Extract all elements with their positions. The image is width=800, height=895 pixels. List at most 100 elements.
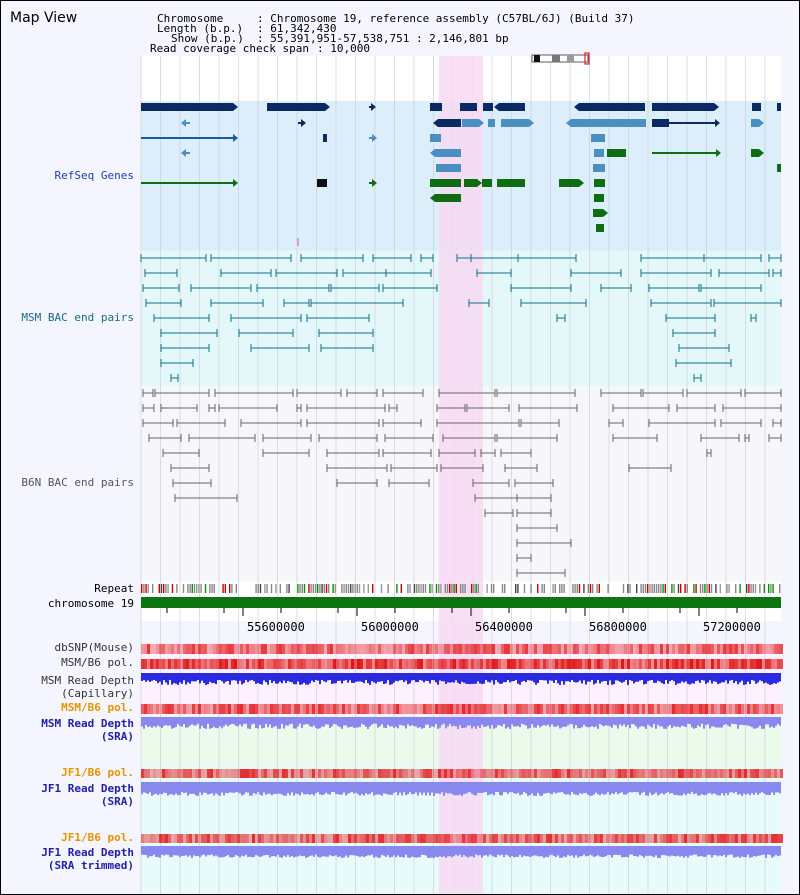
msm-sra-depth-bar (755, 717, 757, 729)
jf1-pol-cell (576, 769, 579, 778)
track-label-msm-pol[interactable]: MSM/B6 pol. (61, 656, 134, 669)
gene-feature (435, 149, 461, 157)
msm-pol-cell (612, 659, 615, 669)
jf1-pol-cell (321, 769, 324, 778)
msm-pol-cell (519, 659, 522, 669)
gene-strand-arrow (325, 103, 330, 111)
track-label-jf1-depth-trimmed[interactable]: JF1 Read Depth (SRA trimmed) (41, 846, 134, 872)
repeat-element (321, 584, 323, 593)
gene-feature (751, 119, 759, 127)
track-label-msm-pol-2[interactable]: MSM/B6 pol. (61, 701, 134, 714)
msm-pol-cell (414, 704, 417, 714)
jf1-pol-cell (585, 834, 588, 843)
jf1-pol-cell (630, 834, 633, 843)
jf1-pol-cell (723, 834, 726, 843)
jf1-pol-cell (279, 769, 282, 778)
track-label-dbsnp[interactable]: dbSNP(Mouse) (54, 641, 134, 654)
jf1-pol-cell (225, 834, 228, 843)
snp-density-cell (648, 644, 651, 654)
jf1-sra-depth-bar (215, 782, 217, 794)
repeat-element (229, 584, 231, 593)
jf1-pol-cell (666, 834, 669, 843)
track-label-jf1-pol-2[interactable]: JF1/B6 pol. (61, 831, 134, 844)
track-label-refseq[interactable]: RefSeq Genes (54, 169, 134, 182)
msm-pol-cell (771, 704, 774, 714)
jf1-sra-depth-bar (589, 782, 591, 796)
jf1-pol-cell (600, 769, 603, 778)
jf1-trimmed-depth-bar (535, 846, 537, 856)
jf1-pol-cell (711, 834, 714, 843)
jf1-pol-cell (474, 834, 477, 843)
msm-pol-cell (714, 704, 717, 714)
repeat-element (471, 584, 473, 593)
jf1-trimmed-depth-bar (551, 846, 553, 855)
jf1-pol-cell (645, 769, 648, 778)
msm-sra-depth-bar (363, 717, 365, 725)
snp-density-cell (699, 644, 702, 654)
jf1-trimmed-depth-bar (737, 846, 739, 857)
msm-pol-cell (693, 704, 696, 714)
jf1-trimmed-depth-bar (525, 846, 527, 857)
jf1-trimmed-depth-bar (253, 846, 255, 857)
msm-pol-cell (696, 659, 699, 669)
msm-pol-cell (225, 704, 228, 714)
track-label-jf1-depth[interactable]: JF1 Read Depth (SRA) (41, 782, 134, 808)
msm-sra-depth-bar (443, 717, 445, 724)
jf1-pol-cell (627, 834, 630, 843)
jf1-trimmed-depth-bar (321, 846, 323, 857)
msm-pol-cell (558, 704, 561, 714)
jf1-sra-depth-bar (355, 782, 357, 793)
track-label-repeat[interactable]: Repeat (94, 582, 134, 595)
repeat-element (748, 584, 750, 593)
msm-pol-cell (684, 704, 687, 714)
jf1-trimmed-depth-bar (391, 846, 393, 857)
track-label-b6n-bac[interactable]: B6N BAC end pairs (21, 476, 134, 489)
msm-sra-depth-bar (371, 717, 373, 725)
jf1-pol-cell (696, 834, 699, 843)
jf1-trimmed-depth-bar (173, 846, 175, 856)
gene-feature (460, 103, 477, 111)
msm-pol-cell (420, 659, 423, 669)
snp-density-cell (591, 644, 594, 654)
snp-density-cell (687, 644, 690, 654)
msm-pol-cell (546, 704, 549, 714)
jf1-sra-depth-bar (555, 782, 557, 794)
track-label-msm-depth-sra[interactable]: MSM Read Depth (SRA) (41, 717, 134, 743)
jf1-pol-cell (411, 769, 414, 778)
msm-sra-depth-bar (323, 717, 325, 727)
jf1-trimmed-depth-bar (691, 846, 693, 856)
jf1-trimmed-depth-bar (265, 846, 267, 856)
jf1-pol-cell (717, 769, 720, 778)
msm-pol-cell (729, 704, 732, 714)
track-label-jf1-pol[interactable]: JF1/B6 pol. (61, 766, 134, 779)
msm-pol-cell (750, 704, 753, 714)
jf1-pol-cell (594, 769, 597, 778)
jf1-pol-cell (249, 834, 252, 843)
jf1-pol-cell (705, 769, 708, 778)
jf1-sra-depth-bar (289, 782, 291, 796)
track-label-msm-bac[interactable]: MSM BAC end pairs (21, 311, 134, 324)
msm-pol-cell (672, 659, 675, 669)
jf1-pol-cell (456, 769, 459, 778)
msm-pol-cell (438, 659, 441, 669)
msm-sra-depth-bar (391, 717, 393, 727)
snp-density-cell (426, 644, 429, 654)
jf1-sra-depth-bar (513, 782, 515, 794)
jf1-trimmed-depth-bar (427, 846, 429, 858)
jf1-pol-cell (753, 834, 756, 843)
jf1-trimmed-depth-bar (279, 846, 281, 858)
jf1-trimmed-depth-bar (655, 846, 657, 856)
jf1-trimmed-depth-bar (413, 846, 415, 858)
msm-sra-depth-bar (679, 717, 681, 728)
jf1-sra-depth-bar (493, 782, 495, 796)
jf1-pol-cell (216, 769, 219, 778)
jf1-sra-depth-bar (181, 782, 183, 793)
msm-pol-cell (558, 659, 561, 669)
jf1-pol-cell (567, 769, 570, 778)
track-label-msm-depth-capillary[interactable]: MSM Read Depth (Capillary) (41, 674, 134, 700)
jf1-pol-cell (603, 834, 606, 843)
jf1-pol-cell (204, 834, 207, 843)
msm-pol-cell (432, 704, 435, 714)
jf1-sra-depth-bar (183, 782, 185, 794)
